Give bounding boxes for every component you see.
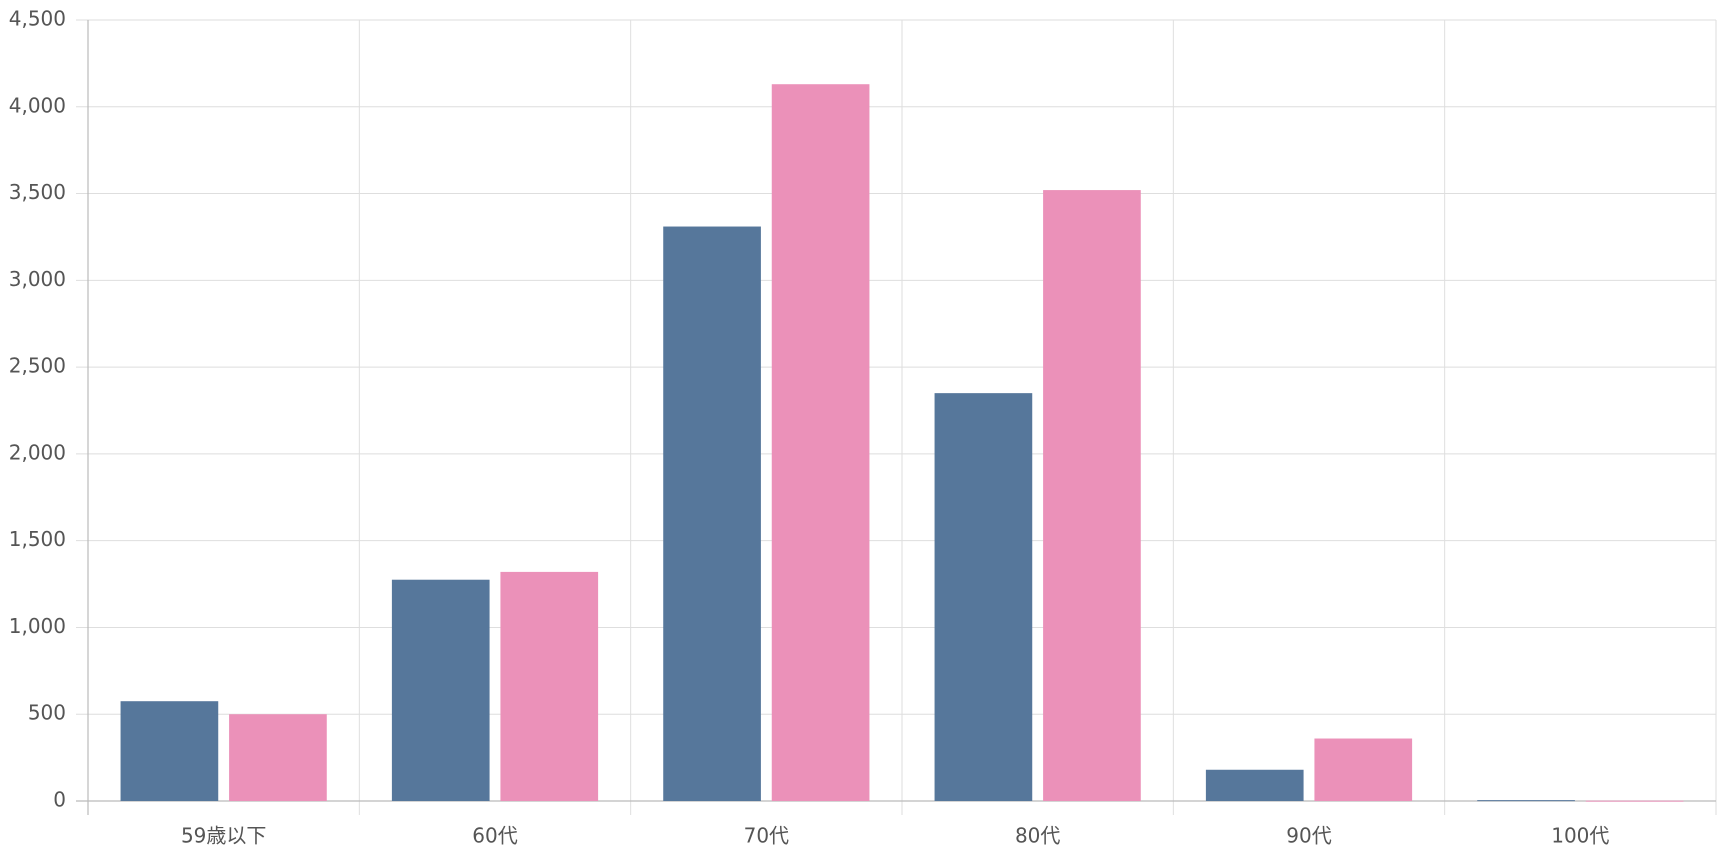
- bar: [1205, 769, 1304, 801]
- y-tick-label: 3,000: [9, 267, 66, 291]
- y-tick-label: 1,000: [9, 614, 66, 638]
- x-tick-label: 59歳以下: [181, 824, 266, 848]
- bar: [1585, 800, 1684, 802]
- bar: [1314, 738, 1413, 801]
- y-tick-label: 3,500: [9, 180, 66, 204]
- x-tick-label: 90代: [1286, 824, 1331, 848]
- y-tick-label: 4,000: [9, 93, 66, 117]
- y-tick-label: 1,500: [9, 527, 66, 551]
- bar: [771, 84, 870, 801]
- x-tick-label: 70代: [744, 824, 789, 848]
- bar: [120, 701, 219, 801]
- y-tick-label: 4,500: [9, 7, 66, 31]
- y-tick-label: 2,500: [9, 354, 66, 378]
- bar: [934, 393, 1033, 801]
- y-tick-label: 2,000: [9, 440, 66, 464]
- y-tick-label: 500: [28, 701, 66, 725]
- bar: [663, 226, 761, 801]
- bar: [1043, 190, 1141, 801]
- bar: [391, 579, 490, 801]
- bar: [229, 714, 327, 801]
- y-tick-label: 0: [53, 788, 66, 812]
- x-tick-label: 60代: [472, 824, 517, 848]
- x-tick-label: 100代: [1551, 824, 1609, 848]
- bar: [500, 571, 599, 801]
- x-tick-label: 80代: [1015, 824, 1060, 848]
- bar: [1477, 800, 1575, 802]
